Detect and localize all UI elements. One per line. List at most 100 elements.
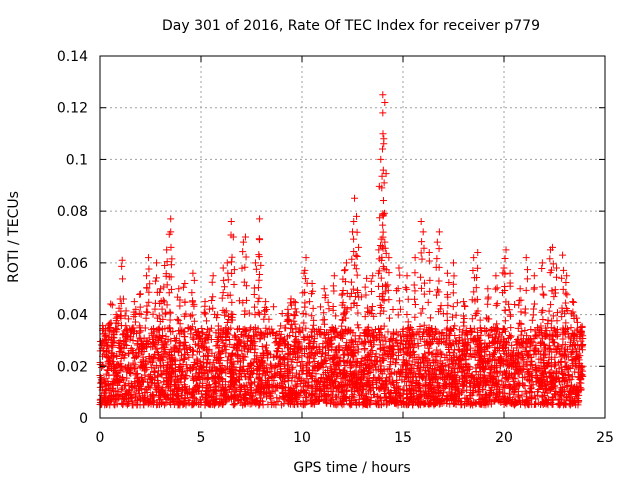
data-point — [203, 351, 211, 359]
data-point — [368, 342, 376, 350]
data-point — [475, 400, 483, 408]
data-point — [390, 330, 398, 338]
data-point — [166, 374, 174, 382]
data-point — [492, 362, 500, 370]
data-point — [562, 393, 570, 401]
data-point — [331, 366, 339, 374]
data-point — [149, 335, 157, 343]
data-point — [376, 309, 384, 317]
data-point — [302, 310, 310, 318]
data-point — [284, 374, 292, 382]
data-point — [466, 324, 474, 332]
data-point — [106, 327, 114, 335]
data-point — [213, 337, 221, 345]
data-point — [264, 376, 272, 384]
data-point — [221, 308, 229, 316]
data-point — [308, 381, 316, 389]
data-point — [378, 172, 386, 180]
data-point — [273, 348, 281, 356]
data-point — [197, 335, 205, 343]
data-point — [350, 247, 358, 255]
data-point — [506, 279, 514, 287]
data-point — [301, 303, 309, 311]
data-point — [239, 248, 247, 256]
data-point — [184, 396, 192, 404]
data-point — [503, 339, 511, 347]
data-point — [487, 400, 495, 408]
data-point — [466, 401, 474, 409]
data-point — [208, 297, 216, 305]
data-point — [347, 362, 355, 370]
data-point — [285, 396, 293, 404]
data-point — [474, 377, 482, 385]
data-point — [425, 368, 433, 376]
data-point — [219, 289, 227, 297]
data-point — [414, 380, 422, 388]
data-point — [549, 260, 557, 268]
data-point — [398, 397, 406, 405]
data-point — [140, 364, 148, 372]
data-point — [284, 392, 292, 400]
data-point — [418, 255, 426, 263]
data-point — [349, 383, 357, 391]
data-point — [316, 347, 324, 355]
data-point — [133, 373, 141, 381]
data-point — [152, 277, 160, 285]
data-point — [415, 381, 423, 389]
data-point — [352, 399, 360, 407]
data-point — [520, 335, 528, 343]
data-point — [212, 379, 220, 387]
data-point — [479, 366, 487, 374]
data-point — [233, 336, 241, 344]
data-point — [379, 228, 387, 236]
data-point — [297, 376, 305, 384]
data-point — [457, 363, 465, 371]
data-point — [245, 309, 253, 317]
data-point — [180, 356, 188, 364]
data-point — [388, 369, 396, 377]
data-point — [307, 400, 315, 408]
data-point — [405, 401, 413, 409]
data-point — [400, 333, 408, 341]
data-point — [524, 369, 532, 377]
data-point — [303, 375, 311, 383]
data-point — [227, 373, 235, 381]
data-point — [393, 384, 401, 392]
data-point — [428, 350, 436, 358]
data-point — [312, 370, 320, 378]
data-point — [569, 360, 577, 368]
data-point-peak — [450, 259, 457, 267]
data-point — [104, 367, 112, 375]
data-point — [452, 400, 460, 408]
data-point — [364, 380, 372, 388]
data-point — [413, 355, 421, 363]
data-point — [125, 398, 133, 406]
data-point — [443, 291, 451, 299]
data-point — [530, 300, 538, 308]
data-point-peak — [381, 99, 389, 107]
data-point — [153, 401, 161, 409]
data-point — [176, 296, 184, 304]
data-point — [150, 368, 158, 376]
data-point — [528, 400, 536, 408]
data-point — [158, 305, 166, 313]
data-point — [424, 298, 432, 306]
data-point — [209, 358, 217, 366]
data-point — [322, 397, 330, 405]
data-point — [380, 297, 388, 305]
data-point — [218, 294, 226, 302]
data-point — [304, 366, 312, 374]
data-point — [144, 308, 152, 316]
data-point — [209, 304, 217, 312]
data-point — [429, 350, 437, 358]
data-point — [390, 342, 398, 350]
data-point — [399, 345, 407, 353]
data-point — [378, 145, 386, 153]
data-point — [189, 351, 197, 359]
data-point — [433, 255, 441, 263]
data-point — [122, 326, 130, 334]
data-point — [204, 400, 212, 408]
data-point — [552, 387, 560, 395]
data-point — [115, 304, 123, 312]
data-point — [446, 381, 454, 389]
